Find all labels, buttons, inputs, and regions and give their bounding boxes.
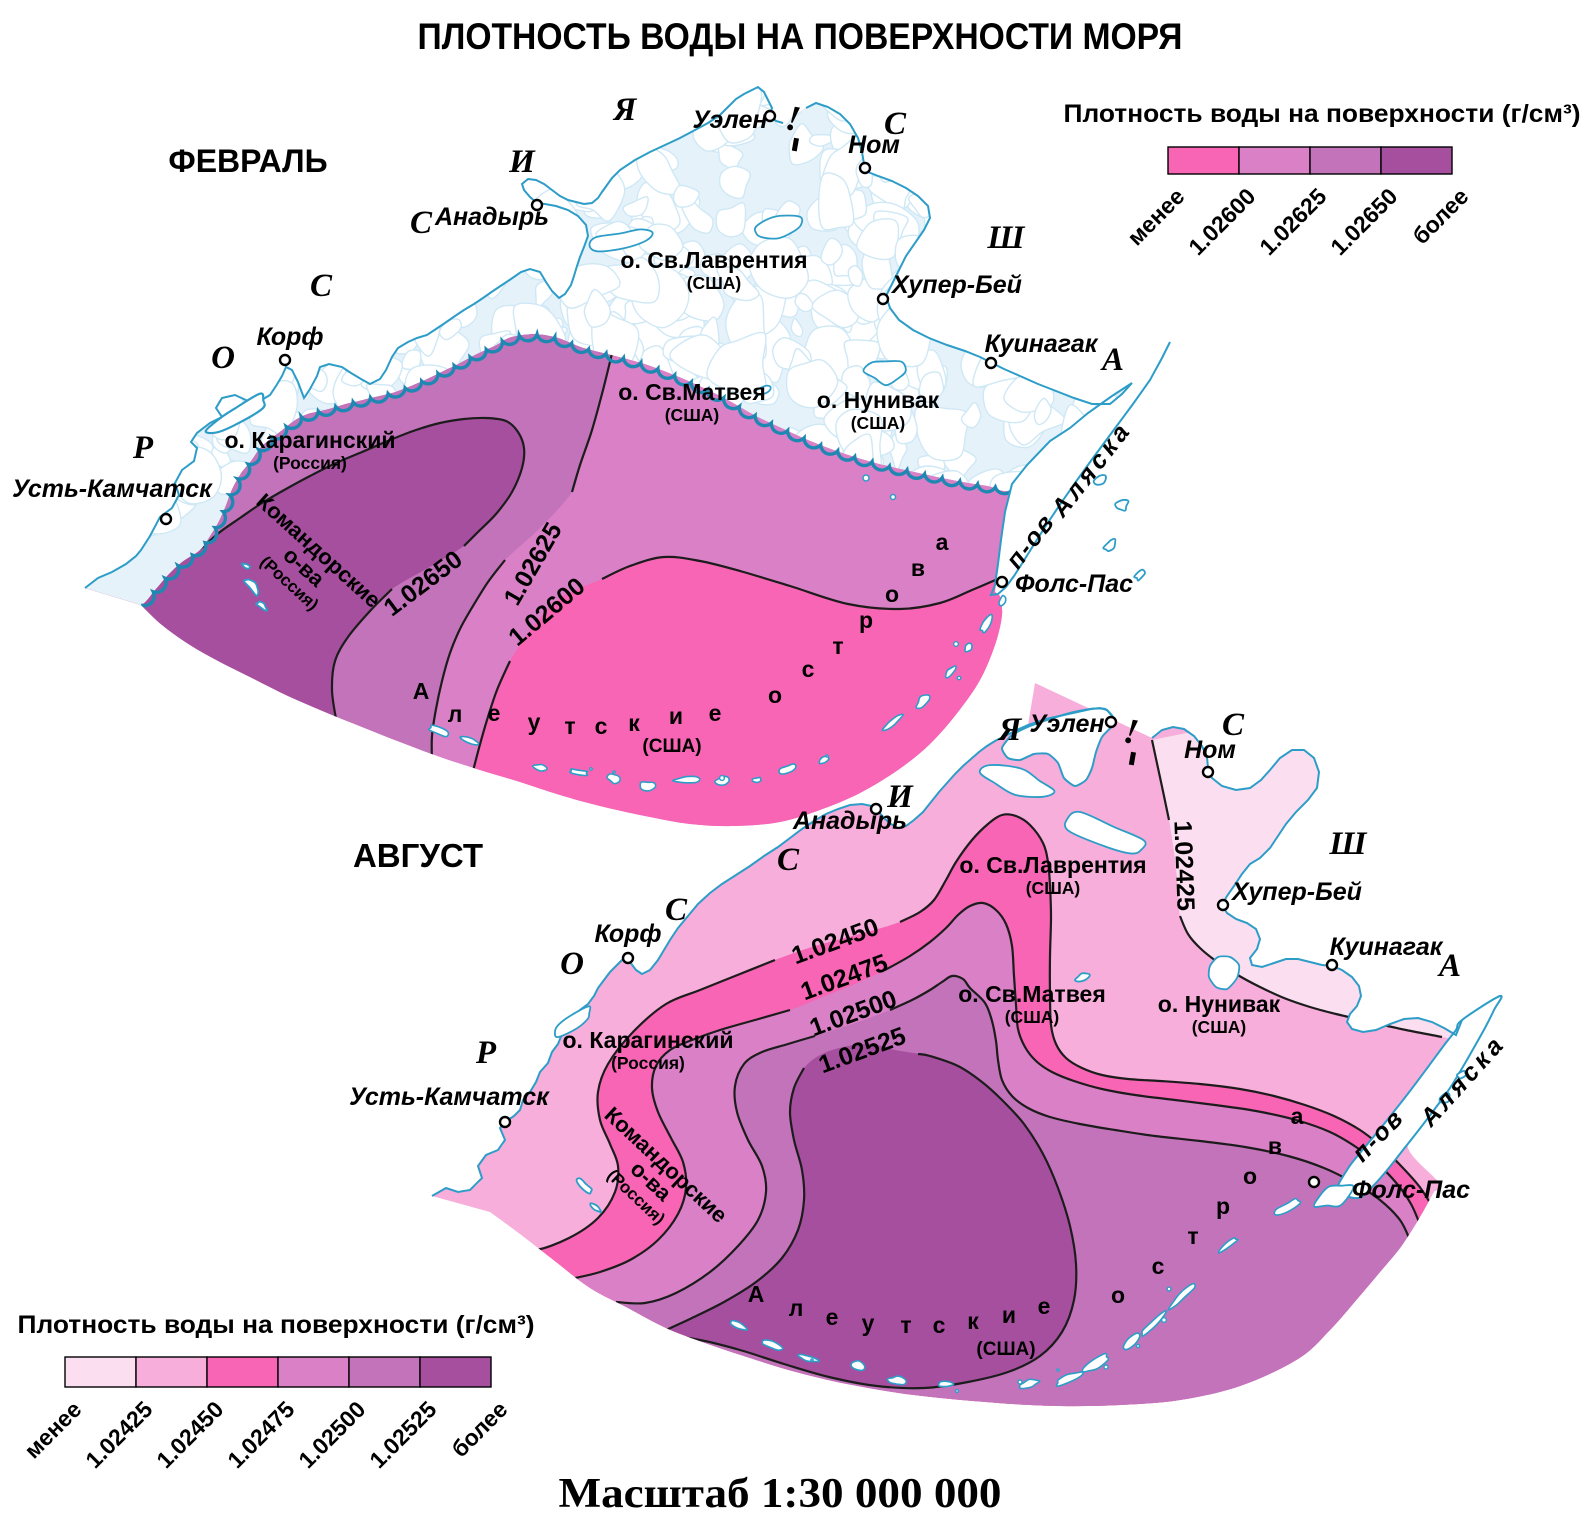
svg-text:С: С (1222, 707, 1245, 743)
svg-text:к: к (628, 710, 640, 736)
svg-text:АВГУСТ: АВГУСТ (353, 837, 483, 874)
svg-text:е: е (1038, 1293, 1051, 1319)
svg-text:л: л (448, 701, 463, 727)
svg-text:(США): (США) (1005, 1007, 1060, 1027)
svg-text:Усть-Камчатск: Усть-Камчатск (349, 1083, 550, 1111)
svg-text:Ном: Ном (1184, 736, 1236, 764)
svg-text:Анадырь: Анадырь (434, 203, 549, 231)
svg-text:И: И (508, 144, 536, 180)
svg-text:О: О (560, 946, 584, 982)
svg-text:Р: Р (475, 1035, 497, 1071)
svg-text:о: о (768, 682, 782, 708)
svg-text:Ном: Ном (848, 131, 900, 159)
svg-text:о: о (885, 581, 899, 607)
svg-text:(США): (США) (642, 736, 701, 757)
svg-text:о. Карагинский: о. Карагинский (225, 427, 396, 453)
svg-text:т: т (1187, 1223, 1198, 1249)
svg-text:(США): (США) (976, 1339, 1035, 1360)
svg-text:А: А (1437, 948, 1461, 984)
svg-text:Фолс-Пас: Фолс-Пас (1015, 570, 1133, 598)
svg-text:р: р (859, 607, 873, 633)
svg-text:ФЕВРАЛЬ: ФЕВРАЛЬ (168, 143, 327, 179)
svg-text:Ш: Ш (1328, 826, 1367, 862)
svg-text:к: к (967, 1308, 979, 1334)
svg-text:1.02425: 1.02425 (1168, 820, 1199, 911)
svg-text:Уэлен: Уэлен (693, 106, 768, 134)
svg-text:а: а (936, 529, 949, 555)
svg-text:у: у (862, 1310, 875, 1336)
svg-text:Хупер-Бей: Хупер-Бей (1230, 878, 1362, 906)
svg-text:с: с (802, 656, 815, 682)
svg-text:А: А (1100, 342, 1124, 378)
svg-text:С: С (884, 106, 907, 142)
svg-text:С: С (777, 842, 800, 878)
svg-text:А: А (748, 1281, 765, 1307)
svg-text:о. Св.Лаврентия: о. Св.Лаврентия (959, 852, 1146, 878)
svg-text:е: е (709, 700, 722, 726)
svg-text:(США): (США) (665, 405, 720, 425)
svg-text:с: с (595, 713, 608, 739)
svg-text:о. Карагинский: о. Карагинский (563, 1027, 734, 1053)
svg-text:Ш: Ш (986, 220, 1025, 256)
svg-text:С: С (310, 268, 333, 304)
svg-text:с: с (933, 1312, 946, 1338)
svg-text:л: л (789, 1295, 804, 1321)
svg-text:Хупер-Бей: Хупер-Бей (890, 271, 1022, 299)
svg-text:С: С (665, 892, 688, 928)
svg-text:(США): (США) (1192, 1017, 1247, 1037)
svg-text:!: ! (1121, 710, 1142, 752)
svg-text:(Россия): (Россия) (611, 1053, 685, 1073)
svg-text:(США): (США) (851, 413, 906, 433)
svg-text:и: и (1002, 1302, 1016, 1328)
svg-text:И: И (886, 779, 914, 815)
svg-text:т: т (832, 633, 843, 659)
svg-text:Р: Р (132, 430, 154, 466)
svg-text:о. Св.Лаврентия: о. Св.Лаврентия (620, 247, 807, 273)
svg-text:С: С (410, 205, 433, 241)
svg-text:а: а (1291, 1103, 1304, 1129)
svg-text:Плотность воды на поверхности: Плотность воды на поверхности (г/см³) (18, 1311, 535, 1339)
svg-text:о. Нунивак: о. Нунивак (1158, 991, 1281, 1017)
svg-text:(Россия): (Россия) (273, 453, 347, 473)
svg-text:о: о (1111, 1282, 1125, 1308)
svg-text:А: А (413, 678, 430, 704)
svg-text:р: р (1216, 1193, 1230, 1219)
svg-text:Фолс-Пас: Фолс-Пас (1352, 1176, 1470, 1204)
svg-text:Куинагак: Куинагак (1330, 933, 1444, 961)
svg-text:Корф: Корф (256, 323, 323, 351)
svg-text:о. Св.Матвея: о. Св.Матвея (958, 981, 1106, 1007)
svg-text:Анадырь: Анадырь (792, 807, 907, 835)
svg-text:Куинагак: Куинагак (985, 330, 1099, 358)
svg-text:!: ! (783, 97, 804, 139)
svg-text:в: в (1268, 1133, 1282, 1159)
svg-text:(США): (США) (1026, 878, 1081, 898)
svg-text:т: т (564, 713, 575, 739)
svg-text:Масштаб 1:30 000 000: Масштаб 1:30 000 000 (559, 1471, 1002, 1517)
svg-text:Плотность воды на поверхности: Плотность воды на поверхности (г/см³) (1064, 100, 1581, 128)
svg-text:в: в (911, 555, 925, 581)
svg-text:Усть-Камчатск: Усть-Камчатск (12, 475, 213, 503)
svg-text:Корф: Корф (594, 920, 661, 948)
svg-text:о: о (1243, 1163, 1257, 1189)
svg-text:о. Св.Матвея: о. Св.Матвея (618, 379, 766, 405)
svg-text:Я: Я (613, 92, 638, 128)
svg-text:т: т (900, 1312, 911, 1338)
svg-text:у: у (528, 709, 541, 735)
svg-text:ПЛОТНОСТЬ ВОДЫ НА ПОВЕРХНОСТИ: ПЛОТНОСТЬ ВОДЫ НА ПОВЕРХНОСТИ МОРЯ (418, 16, 1183, 57)
svg-text:(США): (США) (687, 273, 742, 293)
svg-text:е: е (826, 1304, 839, 1330)
svg-text:Я: Я (998, 712, 1023, 748)
svg-text:О: О (211, 340, 235, 376)
svg-text:е: е (488, 700, 501, 726)
svg-text:о. Нунивак: о. Нунивак (817, 387, 940, 413)
svg-text:с: с (1152, 1253, 1165, 1279)
svg-text:Уэлен: Уэлен (1030, 710, 1105, 738)
svg-text:и: и (669, 703, 683, 729)
